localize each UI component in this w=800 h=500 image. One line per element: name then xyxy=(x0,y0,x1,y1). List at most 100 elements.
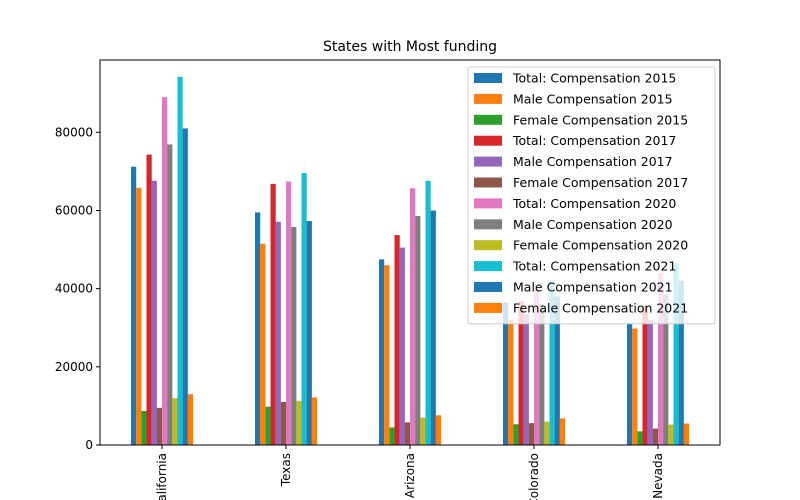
legend-label: Female Compensation 2017 xyxy=(513,175,688,190)
x-tick-label-colorado: Colorado xyxy=(527,453,541,500)
legend-label: Female Compensation 2015 xyxy=(513,112,688,127)
chart-title: States with Most funding xyxy=(323,39,497,55)
legend-swatch xyxy=(474,135,502,146)
bar-arizona-series-5 xyxy=(404,422,411,445)
bar-texas-series-9 xyxy=(301,172,307,445)
bar-colorado-series-8 xyxy=(544,421,550,445)
bar-california-series-8 xyxy=(172,398,178,445)
bar-texas-series-6 xyxy=(286,181,292,445)
plot-area: 0 20000 40000 60000 80000 California Texas Ari… xyxy=(55,59,721,500)
bar-texas-series-11 xyxy=(311,397,318,445)
legend-swatch xyxy=(474,177,502,188)
bar-nevada-series-0 xyxy=(627,323,633,445)
bar-nevada-series-6 xyxy=(658,273,664,445)
bar-california-series-6 xyxy=(162,97,168,445)
legend-swatch xyxy=(474,114,502,125)
legend-label: Male Compensation 2021 xyxy=(513,280,673,295)
bar-colorado-series-10 xyxy=(554,296,560,445)
bar-nevada-series-8 xyxy=(668,424,674,445)
y-axis: 0 20000 40000 60000 80000 xyxy=(55,125,100,452)
y-tick-label: 60000 xyxy=(55,203,93,217)
legend-swatch xyxy=(474,240,502,251)
bar-arizona-series-3 xyxy=(394,235,400,445)
x-axis: California Texas Arizona Colorado Nevada xyxy=(155,445,665,500)
legend-label: Male Compensation 2017 xyxy=(513,154,673,169)
y-tick-label: 20000 xyxy=(55,360,93,374)
bar-arizona-series-7 xyxy=(415,215,421,445)
bar-colorado-series-3 xyxy=(518,301,524,445)
legend-swatch xyxy=(474,73,502,83)
bar-nevada-series-7 xyxy=(663,294,669,445)
legend-label: Total: Compensation 2015 xyxy=(512,71,676,86)
legend-swatch xyxy=(474,302,502,313)
bar-colorado-series-9 xyxy=(549,280,555,445)
bar-nevada-series-11 xyxy=(683,423,690,445)
bar-california-series-11 xyxy=(187,394,194,445)
bar-california-series-5 xyxy=(156,407,163,445)
bar-nevada-series-5 xyxy=(652,428,659,445)
bar-arizona-series-8 xyxy=(420,417,426,445)
x-tick-label-texas: Texas xyxy=(279,453,293,487)
bar-california-series-9 xyxy=(177,76,183,445)
bar-arizona-series-1 xyxy=(384,265,390,445)
legend-label: Total: Compensation 2017 xyxy=(512,133,676,148)
bar-texas-series-8 xyxy=(296,400,302,445)
y-tick-label: 80000 xyxy=(55,125,93,139)
bar-texas-series-4 xyxy=(275,221,281,445)
bar-texas-series-0 xyxy=(255,212,261,445)
bar-california-series-3 xyxy=(146,154,152,445)
bar-texas-series-2 xyxy=(265,406,271,445)
legend-label: Female Compensation 2021 xyxy=(513,300,688,315)
bar-california-series-10 xyxy=(182,128,188,445)
legend-label: Total: Compensation 2020 xyxy=(512,196,676,211)
legend-label: Total: Compensation 2021 xyxy=(512,259,676,274)
bar-colorado-series-2 xyxy=(513,424,519,445)
bar-california-series-2 xyxy=(141,410,147,445)
bar-colorado-series-5 xyxy=(528,423,535,445)
bar-nevada-series-4 xyxy=(647,319,653,445)
y-tick-label: 0 xyxy=(85,438,93,452)
bar-nevada-series-2 xyxy=(637,431,643,445)
x-tick-label-nevada: Nevada xyxy=(651,453,665,499)
bar-texas-series-1 xyxy=(260,243,266,445)
legend-label: Male Compensation 2020 xyxy=(513,217,673,232)
bar-colorado-series-4 xyxy=(523,314,529,445)
bar-nevada-series-1 xyxy=(632,328,638,445)
legend-label: Male Compensation 2015 xyxy=(513,91,673,106)
bar-arizona-series-10 xyxy=(430,210,436,445)
y-tick-label: 40000 xyxy=(55,282,93,296)
bar-arizona-series-2 xyxy=(389,427,395,445)
bar-texas-series-5 xyxy=(280,402,287,445)
x-tick-label-arizona: Arizona xyxy=(403,453,417,498)
legend-box xyxy=(467,66,716,325)
bar-nevada-series-3 xyxy=(642,306,648,445)
bar-texas-series-7 xyxy=(291,226,297,445)
x-tick-label-california: California xyxy=(155,453,169,500)
bar-arizona-series-9 xyxy=(425,180,431,445)
bar-colorado-series-6 xyxy=(534,288,540,445)
legend-label: Female Compensation 2020 xyxy=(513,238,688,253)
legend-swatch xyxy=(474,198,502,209)
bar-nevada-series-10 xyxy=(678,280,684,445)
bar-california-series-7 xyxy=(167,144,173,445)
bar-arizona-series-11 xyxy=(435,415,442,445)
legend-swatch xyxy=(474,282,502,292)
bar-texas-series-3 xyxy=(270,183,276,445)
bar-colorado-series-0 xyxy=(503,302,509,445)
legend: Total: Compensation 2015 Male Compensatio… xyxy=(467,66,716,325)
bar-colorado-series-11 xyxy=(559,418,566,445)
bar-california-series-4 xyxy=(151,180,157,445)
bar-colorado-series-1 xyxy=(508,319,514,445)
legend-swatch xyxy=(474,93,502,104)
legend-swatch xyxy=(474,156,502,167)
legend-swatch xyxy=(474,261,502,272)
bar-colorado-series-7 xyxy=(539,304,545,445)
bar-nevada-series-9 xyxy=(673,263,679,445)
bar-arizona-series-0 xyxy=(379,259,385,445)
bar-arizona-series-4 xyxy=(399,247,405,445)
bar-texas-series-10 xyxy=(306,221,312,445)
bars-group xyxy=(131,76,690,445)
bar-arizona-series-6 xyxy=(410,188,416,445)
bar-california-series-0 xyxy=(131,166,137,445)
